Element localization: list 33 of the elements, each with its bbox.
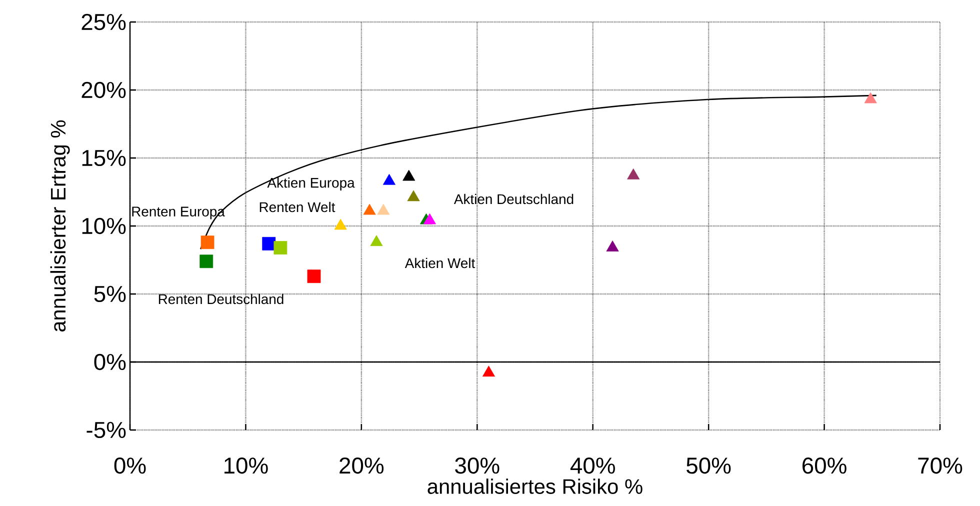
x-tick-label: 50% — [686, 458, 731, 474]
y-tick-label: -5% — [86, 422, 126, 438]
y-tick-label: 5% — [94, 286, 126, 302]
y-tick-label: 10% — [82, 218, 126, 234]
point — [606, 240, 619, 252]
x-tick-label: 10% — [224, 458, 268, 474]
x-tick-label: 30% — [455, 458, 500, 474]
x-tick-label: 70% — [918, 458, 962, 474]
y-tick-label: 0% — [94, 354, 126, 370]
y-tick-label: 20% — [82, 82, 126, 98]
point — [370, 235, 383, 246]
annotation: Aktien Welt — [404, 258, 476, 268]
point — [334, 218, 347, 230]
point — [377, 204, 390, 215]
y-tick-label: 25% — [82, 14, 126, 30]
point — [363, 204, 376, 215]
annotation: Aktien Europa — [267, 177, 355, 190]
point — [423, 213, 436, 224]
x-tick-label: 60% — [802, 458, 846, 474]
point — [627, 168, 640, 180]
y-axis-title: annualisierter Ertrag % — [50, 120, 70, 332]
point — [482, 366, 495, 377]
x-tick-label: 0% — [114, 458, 146, 474]
annotation: Aktien Deutschland — [454, 194, 574, 204]
point — [407, 190, 420, 202]
point — [864, 92, 877, 104]
annotation: Renten Welt — [260, 202, 336, 212]
x-tick-label: 40% — [570, 458, 615, 474]
point — [402, 170, 416, 181]
x-axis-title: annualisiertes Risiko % — [428, 478, 642, 494]
x-tick-label: 20% — [340, 458, 384, 474]
annotation: Renten Deutschland — [158, 294, 284, 304]
y-tick-label: 15% — [82, 150, 126, 166]
